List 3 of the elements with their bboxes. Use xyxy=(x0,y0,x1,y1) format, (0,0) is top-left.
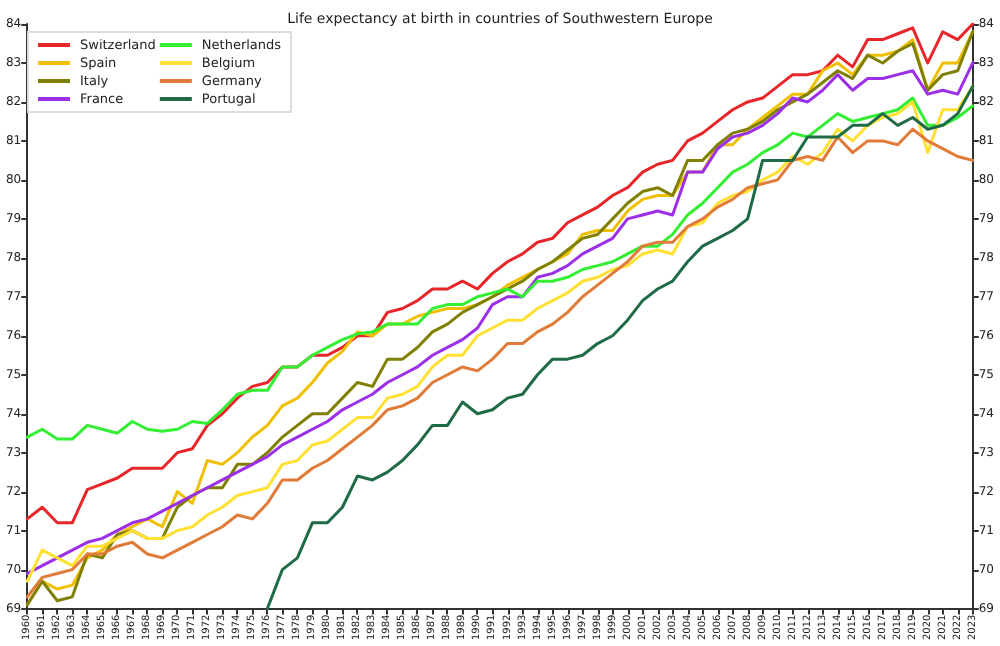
line-series xyxy=(25,22,975,525)
line-series xyxy=(265,84,975,611)
line-series xyxy=(25,96,975,441)
